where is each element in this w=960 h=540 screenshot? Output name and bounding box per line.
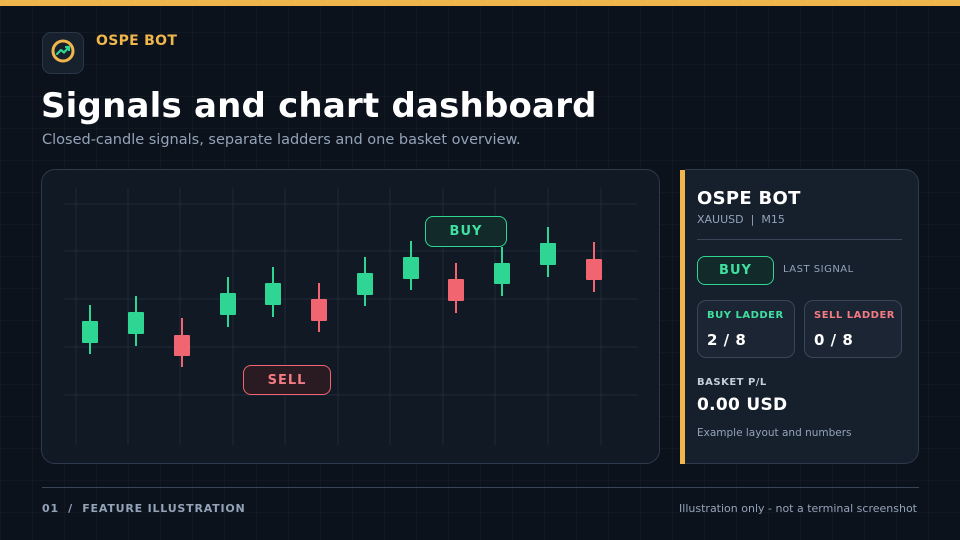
symbol-timeframe: XAUUSD | M15 (697, 213, 785, 226)
app-logo (42, 32, 84, 74)
sell-ladder-card: SELL LADDER 0 / 8 (804, 300, 902, 358)
bearish-candle (448, 279, 464, 301)
basket-pl-label: BASKET P/L (697, 377, 767, 388)
candlestick-chart (64, 188, 637, 445)
bearish-candle (174, 335, 190, 356)
bullish-candle (82, 321, 98, 343)
bullish-candle (128, 312, 144, 334)
page-title: Signals and chart dashboard (41, 86, 597, 126)
footer-section-label: 01 / FEATURE ILLUSTRATION (42, 502, 246, 515)
last-signal-label: LAST SIGNAL (783, 264, 854, 275)
basket-pl-value: 0.00 USD (697, 395, 788, 415)
signal-summary-panel: OSPE BOT XAUUSD | M15 BUY LAST SIGNAL BU… (685, 169, 919, 464)
sell-ladder-label: SELL LADDER (814, 310, 896, 321)
panel-accent-bar (680, 170, 685, 464)
candlestick-chart-card: BUY SELL (41, 169, 660, 464)
trend-up-coin-icon (49, 37, 77, 69)
timeframe-label: M15 (761, 213, 785, 226)
panel-note: Example layout and numbers (697, 427, 852, 439)
bearish-candle (586, 259, 602, 280)
bearish-candle (311, 299, 327, 321)
footer-disclaimer: Illustration only - not a terminal scree… (679, 502, 917, 515)
bullish-candle (265, 283, 281, 305)
page-subtitle: Closed-candle signals, separate ladders … (42, 132, 521, 148)
panel-divider (697, 239, 902, 240)
buy-ladder-label: BUY LADDER (707, 310, 784, 321)
symbol-label: XAUUSD (697, 213, 744, 226)
bullish-candle (540, 243, 556, 265)
sell-signal-badge: SELL (243, 365, 331, 395)
bullish-candle (403, 257, 419, 279)
footer-divider (42, 487, 919, 488)
panel-title: OSPE BOT (697, 188, 801, 209)
top-accent-bar (0, 0, 960, 6)
buy-signal-badge: BUY (425, 216, 507, 247)
brand-name: OSPE BOT (96, 33, 178, 49)
bullish-candle (357, 273, 373, 295)
last-signal-badge: BUY (697, 256, 774, 285)
buy-ladder-value: 2 / 8 (707, 331, 747, 349)
bullish-candle (220, 293, 236, 315)
sell-ladder-value: 0 / 8 (814, 331, 854, 349)
buy-ladder-card: BUY LADDER 2 / 8 (697, 300, 795, 358)
bullish-candle (494, 263, 510, 284)
